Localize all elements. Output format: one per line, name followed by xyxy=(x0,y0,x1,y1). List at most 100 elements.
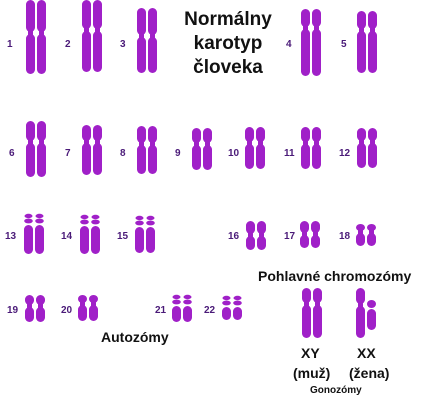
chromosome-number-1: 1 xyxy=(7,39,13,50)
gonosomes-label: Gonozómy xyxy=(310,385,362,396)
chromosome-6-right-q-arm xyxy=(37,143,46,177)
chromosome-14-left-q-arm xyxy=(80,226,89,254)
chromosome-x-female-right-q-arm xyxy=(367,309,376,330)
chromosome-13-left-satellite xyxy=(24,213,33,219)
chromosome-number-18: 18 xyxy=(339,231,351,242)
chromosome-14-right-satellite xyxy=(91,214,100,220)
chromosome-12-left-centromere xyxy=(359,140,364,144)
chromosome-2-right-q-arm xyxy=(93,31,102,72)
chromosome-1-right-centromere xyxy=(39,31,44,35)
chromosome-number-3: 3 xyxy=(120,39,126,50)
chromosome-15-right-stalk xyxy=(146,220,155,226)
chromosome-x-male-left-p-arm xyxy=(302,288,311,303)
chromosome-22-left-satellite xyxy=(222,295,231,301)
chromosome-14-left-satellite xyxy=(80,214,89,220)
chromosome-20-left-centromere xyxy=(80,302,85,306)
chromosome-x-male-left-q-arm xyxy=(302,305,311,338)
chromosome-x-female-left-p-arm xyxy=(356,288,365,304)
chromosome-19-left-q-arm xyxy=(25,307,34,322)
chromosome-16-right-q-arm xyxy=(257,236,266,250)
chromosome-number-20: 20 xyxy=(61,305,73,316)
chromosome-16-right-p-arm xyxy=(257,221,266,234)
chromosome-19-left-p-arm xyxy=(25,295,34,305)
chromosome-6-left-q-arm xyxy=(26,143,35,177)
chromosome-1-left-q-arm xyxy=(26,34,35,74)
chromosome-15-left-satellite xyxy=(135,215,144,221)
chromosome-1-right-q-arm xyxy=(37,34,46,74)
chromosome-13-left-q-arm xyxy=(24,225,33,254)
chromosome-number-11: 11 xyxy=(284,148,295,159)
chromosome-10-right-centromere xyxy=(258,141,263,145)
chromosome-8-right-q-arm xyxy=(148,145,157,174)
chromosome-14-right-q-arm xyxy=(91,226,100,254)
chromosome-20-right-centromere xyxy=(91,302,96,306)
chromosome-7-right-centromere xyxy=(95,140,100,144)
chromosome-3-left-p-arm xyxy=(137,8,146,35)
chromosome-12-right-q-arm xyxy=(368,143,377,168)
chromosome-9-left-q-arm xyxy=(192,145,201,170)
chromosome-11-left-p-arm xyxy=(301,127,310,142)
chromosome-10-right-q-arm xyxy=(256,144,265,169)
chromosome-21-left-satellite xyxy=(172,294,181,300)
chromosome-12-left-q-arm xyxy=(357,143,366,168)
chromosome-4-left-centromere xyxy=(303,26,308,30)
chromosome-8-left-centromere xyxy=(139,142,144,146)
chromosome-2-left-q-arm xyxy=(82,31,91,72)
chromosome-6-right-centromere xyxy=(39,140,44,144)
chromosome-3-right-q-arm xyxy=(148,37,157,73)
chromosome-18-left-q-arm xyxy=(356,233,365,246)
chromosome-5-left-p-arm xyxy=(357,11,366,29)
chromosome-17-left-q-arm xyxy=(300,235,309,248)
chromosome-20-left-q-arm xyxy=(78,305,87,321)
chromosome-number-2: 2 xyxy=(65,39,71,50)
chromosome-21-right-stalk xyxy=(183,299,192,305)
chromosome-number-4: 4 xyxy=(286,39,292,50)
chromosome-16-right-centromere xyxy=(259,233,264,237)
chromosome-2-right-p-arm xyxy=(93,0,102,29)
chromosome-18-left-centromere xyxy=(358,230,363,234)
chromosome-number-22: 22 xyxy=(204,305,216,316)
chromosome-11-left-q-arm xyxy=(301,144,310,169)
chromosome-number-8: 8 xyxy=(120,148,126,159)
chromosome-9-right-q-arm xyxy=(203,145,212,170)
chromosome-16-left-p-arm xyxy=(246,221,255,234)
sex-chromosomes-label: Pohlavné chromozómy xyxy=(258,268,412,284)
chromosome-8-left-q-arm xyxy=(137,145,146,174)
chromosome-1-right-p-arm xyxy=(37,0,46,32)
chromosome-3-right-centromere xyxy=(150,34,155,38)
chromosome-1-left-centromere xyxy=(28,31,33,35)
chromosome-22-right-q-arm xyxy=(233,307,242,320)
chromosome-21-right-satellite xyxy=(183,294,192,300)
chromosome-11-right-q-arm xyxy=(312,144,321,169)
chromosome-15-left-stalk xyxy=(135,220,144,226)
chromosome-13-right-q-arm xyxy=(35,225,44,254)
chromosome-4-left-q-arm xyxy=(301,29,310,76)
chromosome-2-right-centromere xyxy=(95,28,100,32)
chromosome-22-left-q-arm xyxy=(222,307,231,320)
chromosome-5-right-centromere xyxy=(370,28,375,32)
chromosome-18-right-p-arm xyxy=(367,224,376,231)
chromosome-12-left-p-arm xyxy=(357,128,366,141)
chromosome-x-male-right-centromere xyxy=(315,302,320,306)
chromosome-22-right-satellite xyxy=(233,295,242,301)
chromosome-8-right-p-arm xyxy=(148,126,157,143)
chromosome-number-13: 13 xyxy=(5,231,17,242)
chromosome-19-right-p-arm xyxy=(36,295,45,305)
chromosome-11-right-p-arm xyxy=(312,127,321,142)
chromosome-8-right-centromere xyxy=(150,142,155,146)
chromosome-number-12: 12 xyxy=(339,148,351,159)
title-line-2: karotyp xyxy=(193,33,263,54)
chromosome-number-16: 16 xyxy=(228,231,240,242)
chromosome-18-right-centromere xyxy=(369,230,374,234)
chromosome-19-right-centromere xyxy=(38,304,43,308)
chromosome-5-left-centromere xyxy=(359,28,364,32)
chromosome-7-left-centromere xyxy=(84,140,89,144)
chromosome-number-10: 10 xyxy=(228,148,240,159)
chromosome-4-right-centromere xyxy=(314,26,319,30)
chromosome-13-left-stalk xyxy=(24,218,33,224)
chromosome-4-right-q-arm xyxy=(312,29,321,76)
chromosome-17-right-centromere xyxy=(313,232,318,236)
autosomes-label: Autozómy xyxy=(101,329,169,345)
chromosome-9-right-p-arm xyxy=(203,128,212,143)
chromosome-number-5: 5 xyxy=(341,39,347,50)
